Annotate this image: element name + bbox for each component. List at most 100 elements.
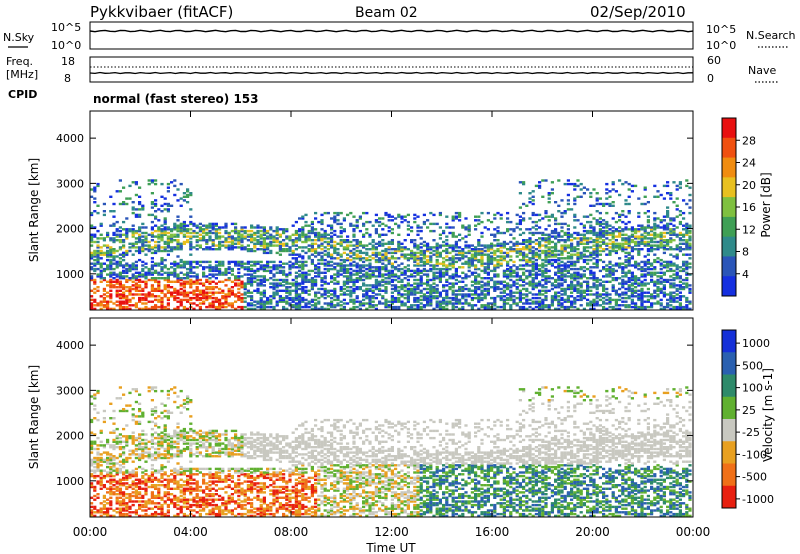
power-cell	[448, 262, 452, 265]
power-cell	[438, 271, 442, 274]
power-cell	[163, 248, 167, 251]
power-cell	[96, 257, 100, 260]
power-cell	[192, 280, 196, 283]
power-cell	[93, 235, 97, 238]
power-cell	[573, 202, 577, 206]
power-cell	[419, 298, 423, 302]
power-cell	[333, 215, 337, 218]
power-cell	[544, 233, 548, 236]
power-cell	[678, 246, 682, 249]
power-cell	[166, 304, 170, 307]
power-cell	[630, 277, 634, 280]
power-cell	[102, 289, 106, 292]
power-cell	[445, 244, 449, 247]
power-cell	[541, 266, 545, 269]
power-cell	[374, 275, 378, 278]
power-cell	[237, 271, 241, 274]
power-cell	[659, 262, 663, 265]
power-cell	[138, 278, 142, 282]
power-cell	[563, 291, 567, 294]
power-cell	[624, 181, 628, 184]
power-cell	[250, 296, 254, 300]
power-cell	[342, 284, 346, 287]
power-cell	[586, 277, 590, 280]
power-cell	[237, 287, 241, 291]
power-cell	[294, 262, 298, 265]
power-cell	[333, 217, 337, 220]
power-cell	[653, 235, 657, 238]
power-cell	[237, 275, 241, 278]
power-cell	[102, 296, 106, 300]
power-cell	[640, 266, 644, 269]
power-cell	[112, 277, 116, 280]
power-cell	[182, 284, 186, 287]
power-cell	[461, 251, 465, 255]
power-cell	[304, 240, 308, 244]
power-cell	[301, 286, 305, 289]
power-cell	[595, 202, 599, 206]
power-cell	[272, 278, 276, 282]
power-cell	[381, 280, 385, 283]
power-cell	[426, 284, 430, 287]
power-cell	[445, 267, 449, 271]
power-cell	[534, 264, 538, 267]
power-cell	[637, 215, 641, 218]
power-cell	[138, 226, 142, 229]
power-cell	[266, 237, 270, 240]
power-cell	[630, 190, 634, 193]
power-cell	[432, 253, 436, 256]
power-cell	[138, 228, 142, 231]
power-cell	[432, 291, 436, 294]
power-cell	[550, 295, 554, 298]
power-cell	[672, 291, 676, 294]
power-cell	[346, 286, 350, 289]
power-cell	[659, 271, 663, 274]
power-cell	[614, 190, 618, 193]
power-cell	[307, 280, 311, 283]
power-cell	[256, 260, 260, 264]
power-cell	[403, 286, 407, 289]
power-cell	[125, 217, 129, 220]
power-cell	[320, 258, 324, 262]
power-cell	[362, 275, 366, 278]
power-cell	[515, 302, 519, 305]
power-cell	[602, 275, 606, 278]
power-cell	[339, 231, 343, 235]
power-cell	[467, 260, 471, 264]
power-cell	[230, 244, 234, 247]
power-cell	[666, 298, 670, 302]
power-cell	[160, 237, 164, 240]
power-cell	[163, 217, 167, 220]
power-cell	[570, 282, 574, 285]
power-cell	[374, 251, 378, 255]
power-cell	[474, 304, 478, 307]
power-cell	[678, 220, 682, 224]
power-cell	[150, 202, 154, 206]
power-cell	[678, 296, 682, 300]
power-cell	[464, 300, 468, 303]
power-cell	[541, 264, 545, 267]
power-cell	[630, 228, 634, 231]
power-cell	[352, 307, 356, 311]
power-cell	[285, 296, 289, 300]
power-cell	[509, 255, 513, 258]
power-cell	[154, 215, 158, 218]
power-cell	[528, 231, 532, 235]
power-cell	[483, 296, 487, 300]
power-cell	[262, 231, 266, 235]
power-cell	[272, 295, 276, 298]
power-cell	[653, 240, 657, 244]
power-cell	[157, 300, 161, 303]
power-cell	[486, 248, 490, 251]
power-cell	[461, 307, 465, 311]
power-cell	[515, 291, 519, 294]
power-cell	[669, 237, 673, 240]
power-cell	[653, 211, 657, 215]
power-cell	[608, 298, 612, 302]
power-cell	[109, 282, 113, 285]
power-cell	[576, 287, 580, 291]
power-cell	[634, 229, 638, 233]
power-cell	[323, 302, 327, 305]
power-cell	[326, 289, 330, 292]
power-cell	[282, 280, 286, 283]
